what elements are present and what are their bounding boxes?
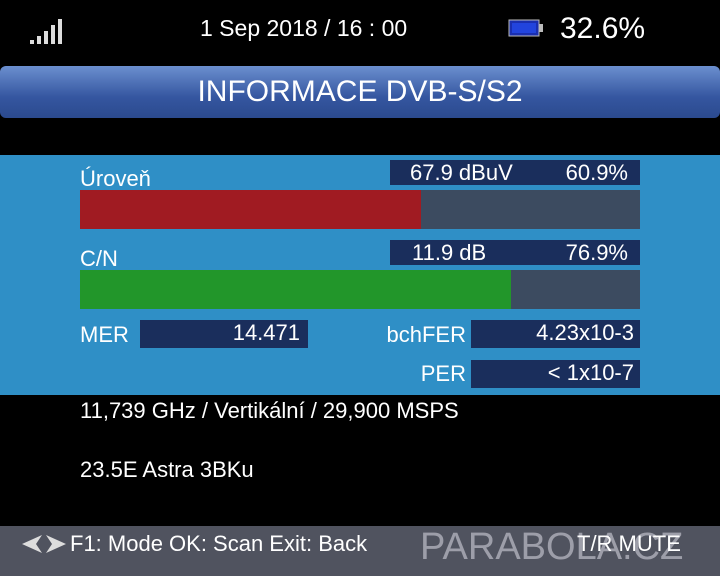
mer-label: MER	[80, 322, 129, 347]
title: INFORMACE DVB-S/S2	[197, 75, 523, 108]
footer-bar	[0, 526, 720, 576]
watermark: PARABOLA.CZ	[420, 526, 684, 568]
satellite: 23.5E Astra 3BKu	[80, 457, 254, 482]
cn-track	[80, 270, 640, 309]
per-box	[471, 360, 640, 388]
cn-box	[390, 240, 640, 265]
per-label: PER	[420, 361, 466, 386]
footer-keys: F1: Mode OK: Scan Exit: Back	[70, 531, 368, 556]
level-label: Úroveň	[80, 166, 151, 191]
bchfer-label: bchFER	[386, 322, 466, 347]
signal-icon	[30, 19, 62, 44]
battery-icon	[508, 19, 543, 37]
battery-level: 32.6%	[560, 12, 646, 45]
level-percent: 60.9%	[565, 160, 628, 185]
level-reading: 67.9 dBuV	[410, 160, 513, 185]
transponder: 11,739 GHz / Vertikální / 29,900 MSPS	[80, 398, 459, 423]
level-box	[390, 160, 640, 185]
cn-bar	[80, 270, 511, 309]
arrows-icon	[22, 535, 66, 553]
cn-label: C/N	[80, 246, 118, 271]
mer-value: 14.471	[232, 320, 300, 345]
title-bar: INFORMACE DVB-S/S2	[0, 66, 720, 118]
cn-percent: 76.9%	[565, 240, 628, 265]
datetime: 1 Sep 2018 / 16 : 00	[200, 15, 408, 41]
level-bar	[80, 190, 422, 229]
cn-reading: 11.9 dB	[412, 240, 487, 265]
per-value: < 1x10-7	[547, 360, 634, 385]
footer-mute: T/R MUTE	[577, 531, 681, 556]
level-track	[80, 190, 640, 229]
mer-box	[140, 320, 308, 348]
bchfer-box	[471, 320, 640, 348]
bchfer-value: 4.23x10-3	[536, 320, 634, 345]
